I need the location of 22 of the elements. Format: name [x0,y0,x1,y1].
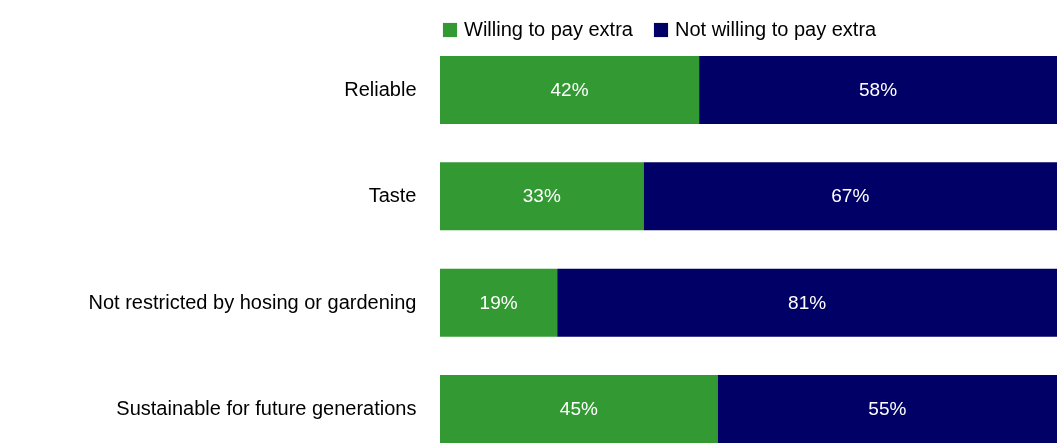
y-tick-label: Not restricted by hosing or gardening [88,290,417,313]
data-label: 81% [788,291,827,313]
bar [643,162,1057,231]
bar [699,56,1057,125]
data-label: 45% [559,397,598,419]
bar [440,56,700,125]
bar [440,162,644,231]
bar [557,268,1057,337]
y-tick-label: Reliable [344,78,417,101]
data-label: 67% [831,185,870,207]
data-label: 19% [479,291,518,313]
y-tick-label: Taste [368,184,417,207]
legend-label: Willing to pay extra [464,18,634,40]
bar [717,374,1057,443]
data-label: 33% [522,185,561,207]
data-label: 58% [859,79,898,101]
y-tick-label: Sustainable for future generations [116,396,417,419]
data-label: 55% [868,397,907,419]
bar [440,268,558,337]
data-label: 42% [550,79,589,101]
bar [440,374,718,443]
legend-label: Not willing to pay extra [675,18,878,40]
